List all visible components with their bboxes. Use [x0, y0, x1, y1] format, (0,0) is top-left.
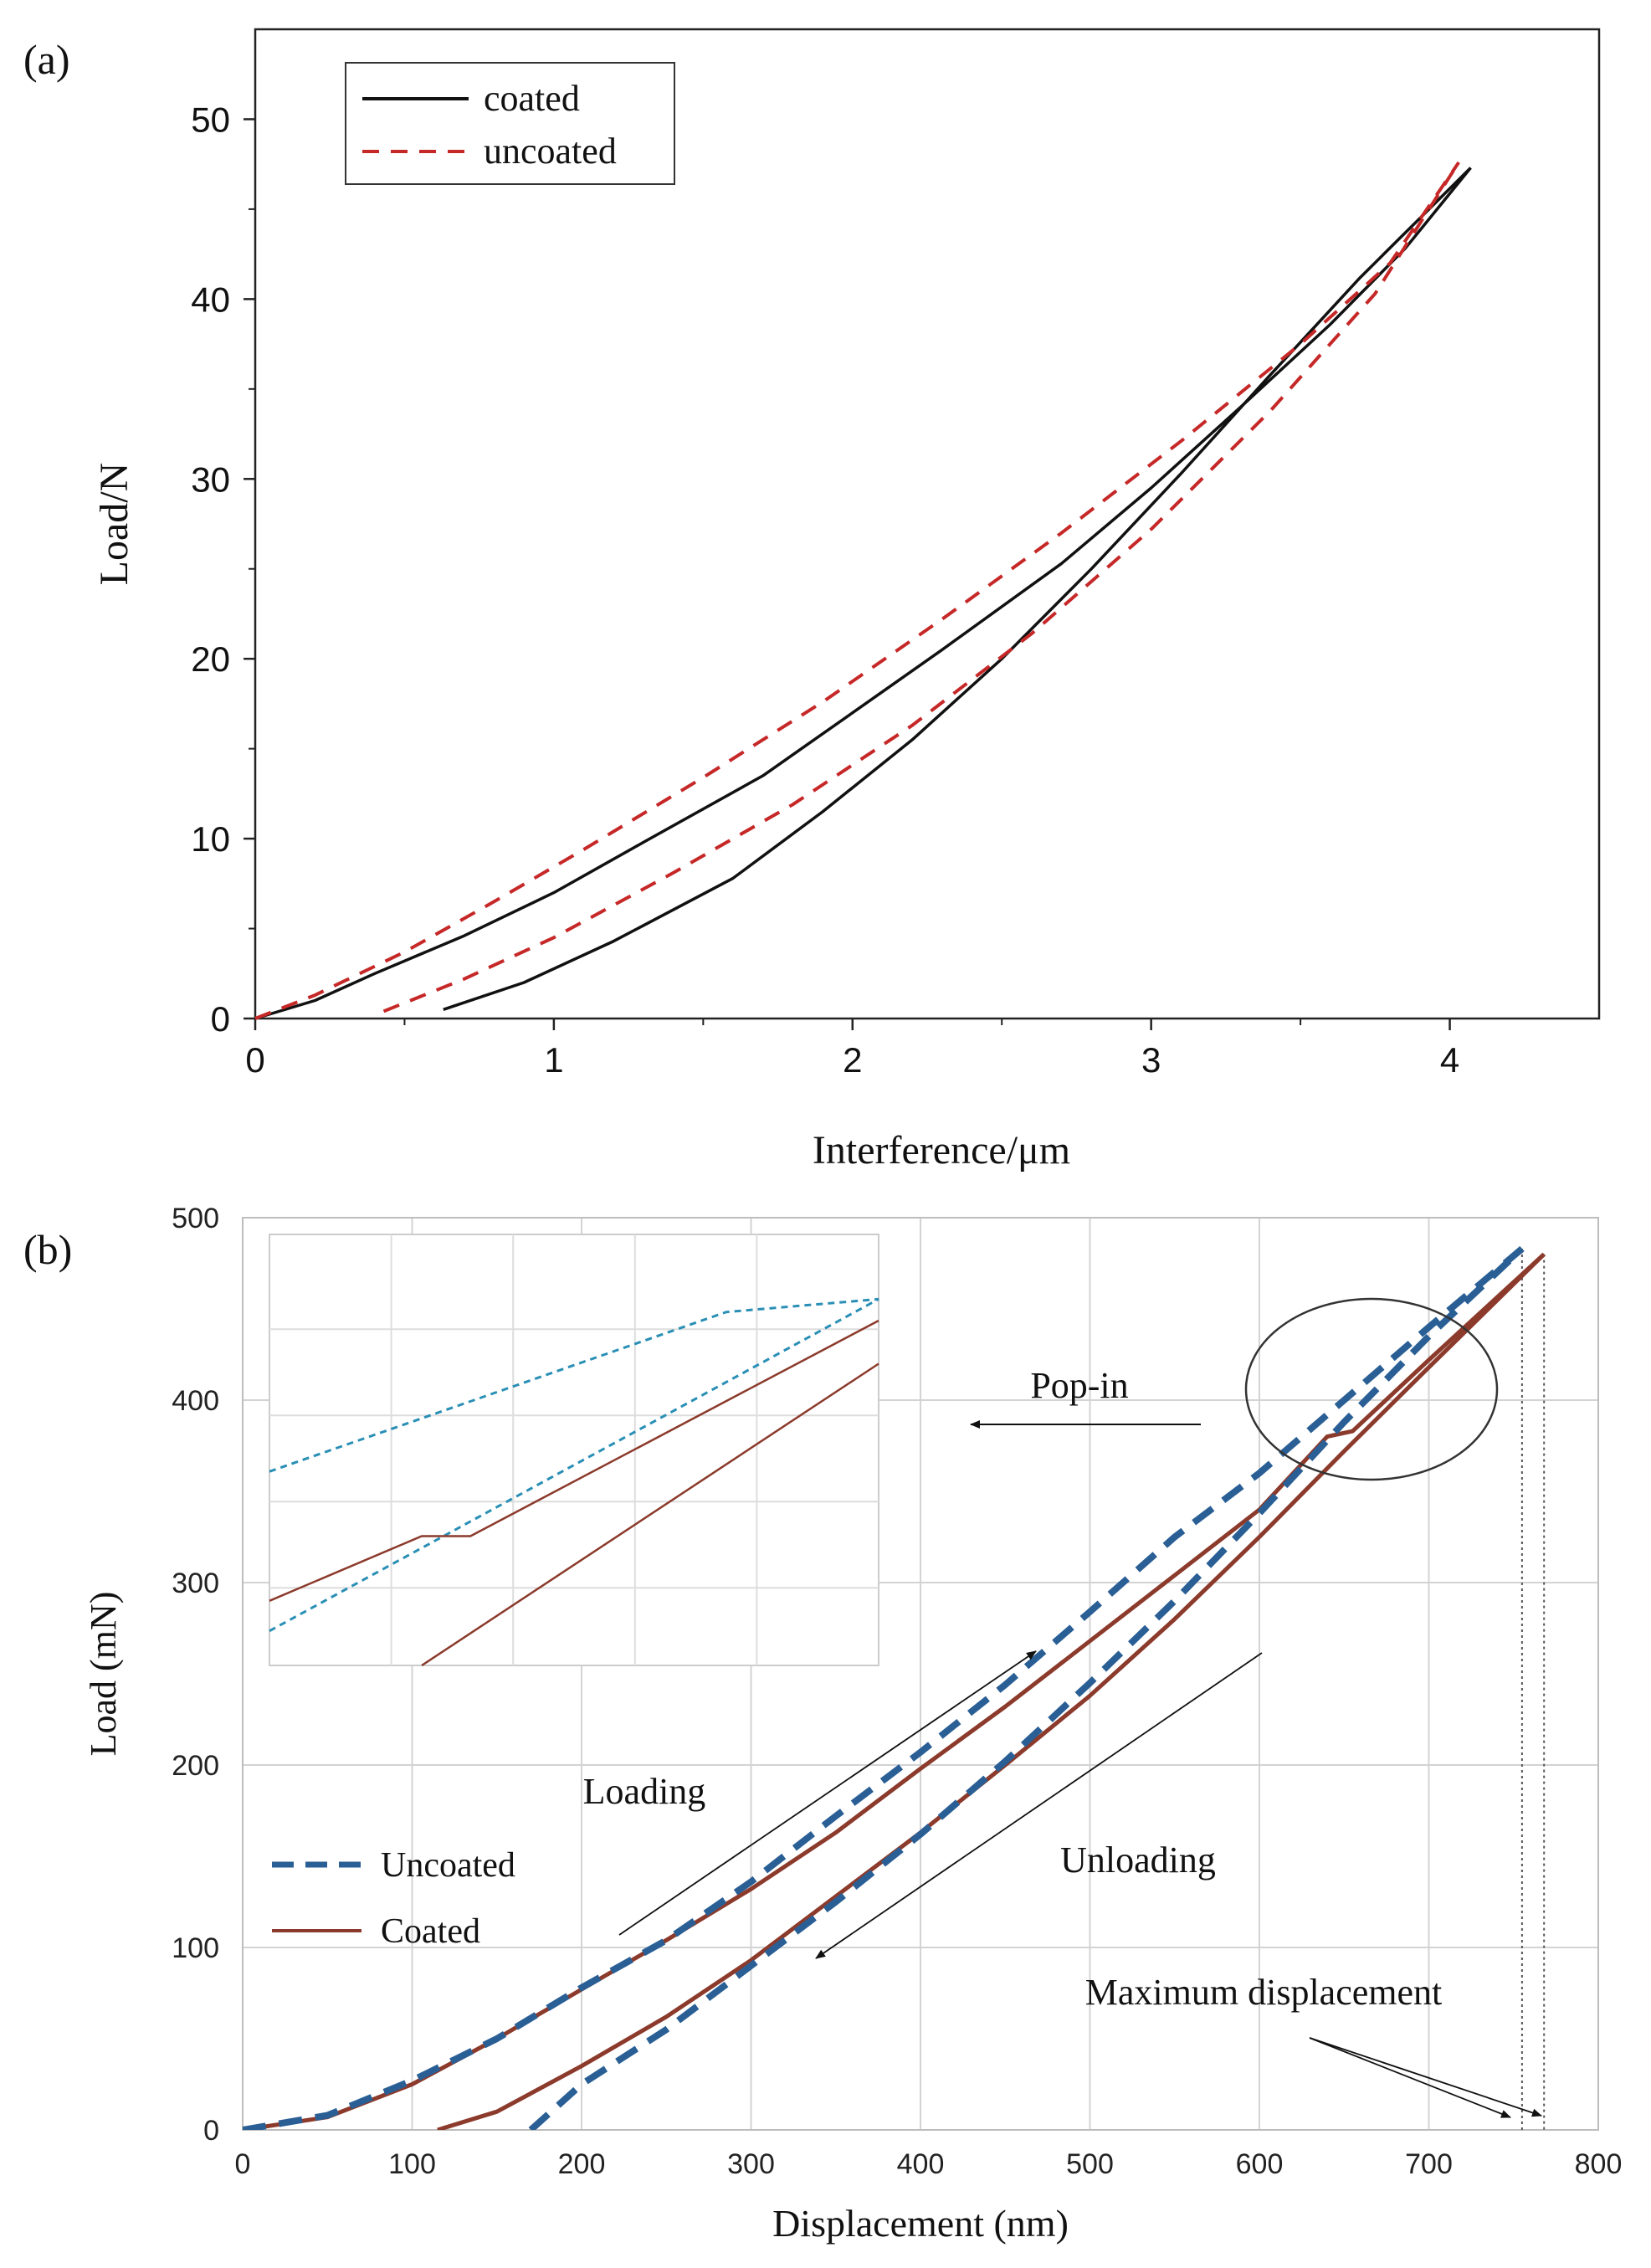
inset-uncoated-loading-curve [269, 1297, 879, 1473]
panel-a-coated-unloading-curve [443, 167, 1472, 1011]
panel-b-ytick-label: 500 [172, 1203, 219, 1234]
panel-b-xtick-label: 200 [558, 2148, 606, 2180]
panel-b-ytick-label: 400 [172, 1385, 219, 1417]
max-displacement-arrow-1 [1309, 2037, 1511, 2118]
panel-b: (b) 0 100 200 300 400 500 600 700 800 0 100 200 300 4… [23, 1203, 1622, 2245]
inset-grid [269, 1234, 879, 1665]
panel-b-coated-unloading-curve [437, 1252, 1546, 2130]
panel-b-inset [269, 1234, 879, 1667]
panel-a-legend-box [345, 62, 675, 185]
inset-coated-loading-curve [269, 1319, 879, 1602]
legend-coated-label: Coated [381, 1912, 480, 1951]
panel-b-xtick-label: 300 [727, 2148, 775, 2180]
panel-b-xtick-label: 500 [1066, 2148, 1114, 2180]
panel-b-xtick-label: 600 [1236, 2148, 1284, 2180]
inset-coated-unloading-curve [421, 1362, 879, 1667]
panel-a-xtick-label: 0 [245, 1040, 264, 1080]
panel-b-uncoated-loading-curve [243, 1246, 1525, 2130]
panel-a-ytick-label: 0 [211, 999, 230, 1039]
panel-a-xtick-label: 1 [544, 1040, 563, 1080]
panel-a-xtick-label: 4 [1440, 1040, 1459, 1080]
panel-b-ticks: 0 100 200 300 400 500 600 700 800 0 100 200 300 400 50… [172, 1203, 1622, 2180]
popin-ellipse [1244, 1297, 1499, 1481]
panel-a-series [254, 161, 1472, 1020]
panel-a-uncoated-loading-curve [254, 161, 1460, 1020]
panel-a-ylabel: Load/N [92, 463, 136, 586]
legend-uncoated-label: uncoated [484, 131, 617, 172]
panel-a-label: (a) [23, 36, 70, 83]
loading-arrow [618, 1650, 1037, 1936]
panel-b-xtick-label: 700 [1405, 2148, 1453, 2180]
popin-label: Pop-in [1030, 1365, 1128, 1406]
panel-a-plot-frame [254, 28, 1601, 1020]
panel-a-ytick-label: 10 [191, 819, 230, 859]
panel-b-ytick-label: 0 [203, 2115, 219, 2147]
panel-b-xtick-label: 400 [897, 2148, 945, 2180]
panel-b-ylabel: Load (mN) [83, 1592, 124, 1757]
panel-a-ytick-label: 50 [191, 100, 230, 139]
panel-a-ytick-label: 20 [191, 639, 230, 679]
panel-a-xtick-label: 3 [1141, 1040, 1161, 1080]
panel-b-plot-frame [242, 1217, 1599, 2131]
panel-b-xtick-label: 0 [235, 2148, 251, 2180]
panel-b-label: (b) [23, 1226, 72, 1273]
loading-label: Loading [583, 1771, 706, 1812]
panel-b-xtick-label: 800 [1575, 2148, 1623, 2180]
panel-b-ytick-label: 300 [172, 1568, 219, 1599]
unloading-arrow [815, 1652, 1263, 1959]
panel-b-xtick-label: 100 [388, 2148, 436, 2180]
inset-frame [269, 1234, 879, 1666]
panel-a-uncoated-unloading-curve [382, 161, 1460, 1013]
max-displacement-label: Maximum displacement [1085, 1972, 1442, 2013]
panel-a-xlabel: Interference/μm [813, 1128, 1070, 1172]
panel-b-xlabel: Displacement (nm) [772, 2202, 1069, 2245]
legend-coated-label: coated [484, 78, 580, 119]
panel-a-ytick-label: 40 [191, 280, 230, 319]
panel-a-xtick-label: 2 [843, 1040, 862, 1080]
unloading-label: Unloading [1060, 1840, 1216, 1881]
legend-uncoated-label: Uncoated [381, 1846, 515, 1885]
panel-a-legend: coated uncoated [345, 62, 675, 185]
panel-b-ytick-label: 100 [172, 1932, 219, 1964]
inset-series [269, 1297, 879, 1667]
panel-b-series [243, 1246, 1546, 2130]
panel-b-legend: Uncoated Coated [272, 1846, 515, 1951]
inset-uncoated-unloading-curve [269, 1297, 879, 1633]
panel-a-coated-loading-curve [254, 167, 1472, 1020]
panel-a-ytick-label: 30 [191, 459, 230, 499]
panel-b-uncoated-unloading-curve [528, 1246, 1525, 2130]
max-displacement-arrow-2 [1309, 2037, 1542, 2117]
panel-b-ytick-label: 200 [172, 1750, 219, 1782]
